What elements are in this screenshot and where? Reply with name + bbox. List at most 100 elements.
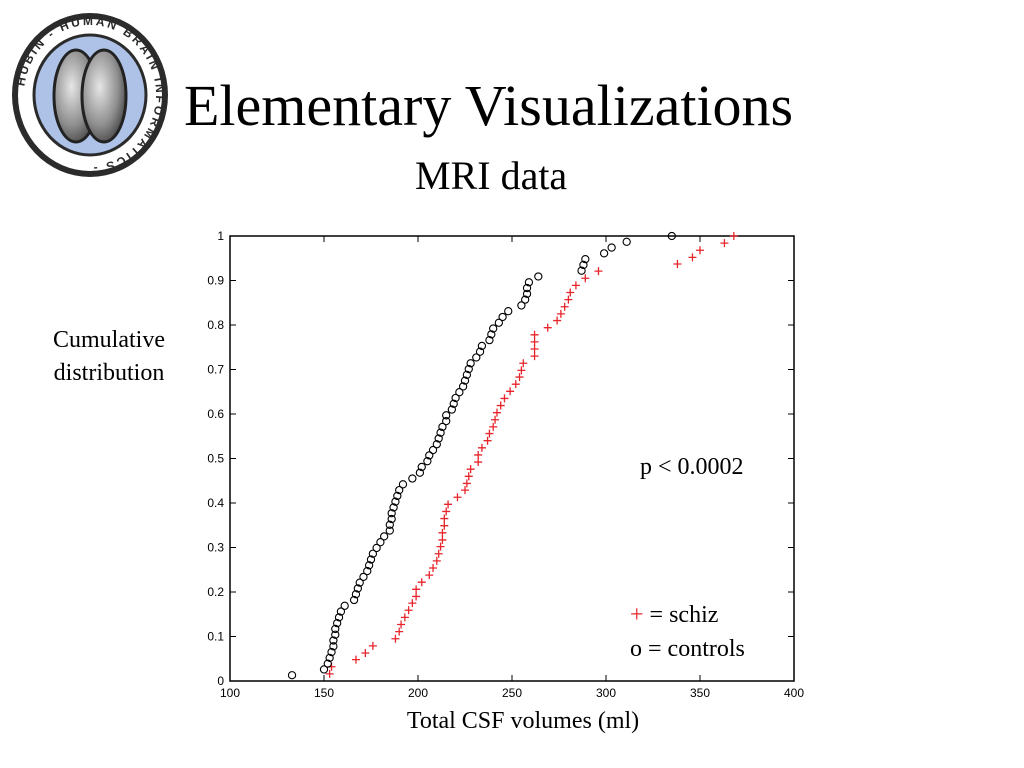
controls-point [385,520,394,529]
x-tick-label: 100 [220,686,240,700]
controls-point [423,457,432,466]
schiz-point [368,641,377,650]
schiz-point [517,366,526,375]
x-axis-label: Total CSF volumes (ml) [406,708,640,734]
controls-point [487,330,496,339]
schiz-point [560,302,569,311]
y-tick-label: 0.2 [207,585,224,599]
controls-point [398,480,408,489]
controls-point [325,653,334,663]
controls-point [489,324,498,333]
x-tick-label: 250 [502,686,522,700]
controls-point [458,382,468,391]
schiz-point [361,648,370,657]
schiz-point [397,620,406,629]
controls-point [319,665,329,674]
controls-point [323,659,332,668]
schiz-point [391,634,400,643]
controls-point [389,503,398,512]
controls-point [447,405,456,414]
controls-point [391,497,400,506]
schiz-point [474,458,483,467]
schiz-point [417,578,426,587]
schiz-point [519,359,528,368]
chart-legend: + = schiz o = controls [630,598,745,666]
x-tick-label: 400 [784,686,804,700]
schiz-point [453,493,462,502]
schiz-point [434,549,443,558]
schiz-point [440,521,449,530]
schiz-point [461,486,469,495]
controls-point [485,335,494,345]
controls-point [504,307,513,316]
controls-point [333,619,342,628]
y-tick-label: 0.6 [207,407,224,421]
schiz-point [729,232,738,240]
x-tick-label: 350 [690,686,710,700]
schiz-point [556,309,565,318]
hubin-logo: HUBIN - HUMAN BRAIN INFORMATICS - [12,13,168,177]
plot-frame [229,235,795,682]
controls-point [442,411,451,420]
y-tick-label: 0 [217,674,224,688]
controls-point [522,283,532,293]
schiz-point [496,401,505,410]
schiz-point [404,606,413,615]
schiz-point [530,345,539,354]
schiz-point [581,274,590,283]
controls-point [376,538,385,547]
legend-item-schiz: + = schiz [630,598,745,632]
controls-point [432,440,441,449]
schiz-point [543,323,552,332]
controls-point [607,243,616,252]
legend-schiz-label: = schiz [649,602,719,628]
schiz-point [720,239,729,248]
controls-point [387,514,396,524]
controls-point [353,584,362,593]
schiz-point [530,352,539,361]
controls-point [331,630,340,639]
controls-point [428,445,438,455]
y-tick-label: 0.9 [207,274,224,288]
y-tick-label: 0.3 [207,541,224,555]
controls-point [517,301,526,310]
schiz-point [485,429,494,438]
x-tick-label: 300 [596,686,616,700]
logo-brain-right [80,48,128,144]
schiz-point [442,507,451,516]
controls-point [581,254,590,264]
schiz-point [492,408,501,417]
schiz-point [688,253,697,262]
schiz-point [436,542,445,551]
legend-controls-label: o = controls [630,636,745,662]
controls-point [329,642,338,651]
schiz-point [673,260,682,269]
controls-point [336,607,346,616]
schiz-point [489,422,498,431]
controls-point [329,636,338,645]
controls-point [363,566,372,576]
schiz-point [500,394,509,403]
schiz-point [571,281,580,290]
x-tick-label: 150 [314,686,334,700]
y-tick-label: 1 [217,229,224,243]
controls-point [436,428,445,437]
controls-point [327,647,336,657]
schiz-point [462,479,471,488]
controls-point [442,416,451,426]
page-subtitle: MRI data [415,153,568,198]
schiz-point [438,528,447,537]
y-axis-label: Cumulative distribution [53,327,165,386]
schiz-point [425,571,434,580]
controls-point [451,393,460,403]
schiz-point [696,246,704,255]
controls-point [351,590,361,599]
schiz-point [530,337,539,346]
schiz-point [351,655,360,664]
schiz-point [466,465,475,474]
y-tick-label: 0.1 [207,630,224,644]
controls-point [521,295,530,304]
controls-point [393,491,402,501]
controls-point [408,474,417,483]
